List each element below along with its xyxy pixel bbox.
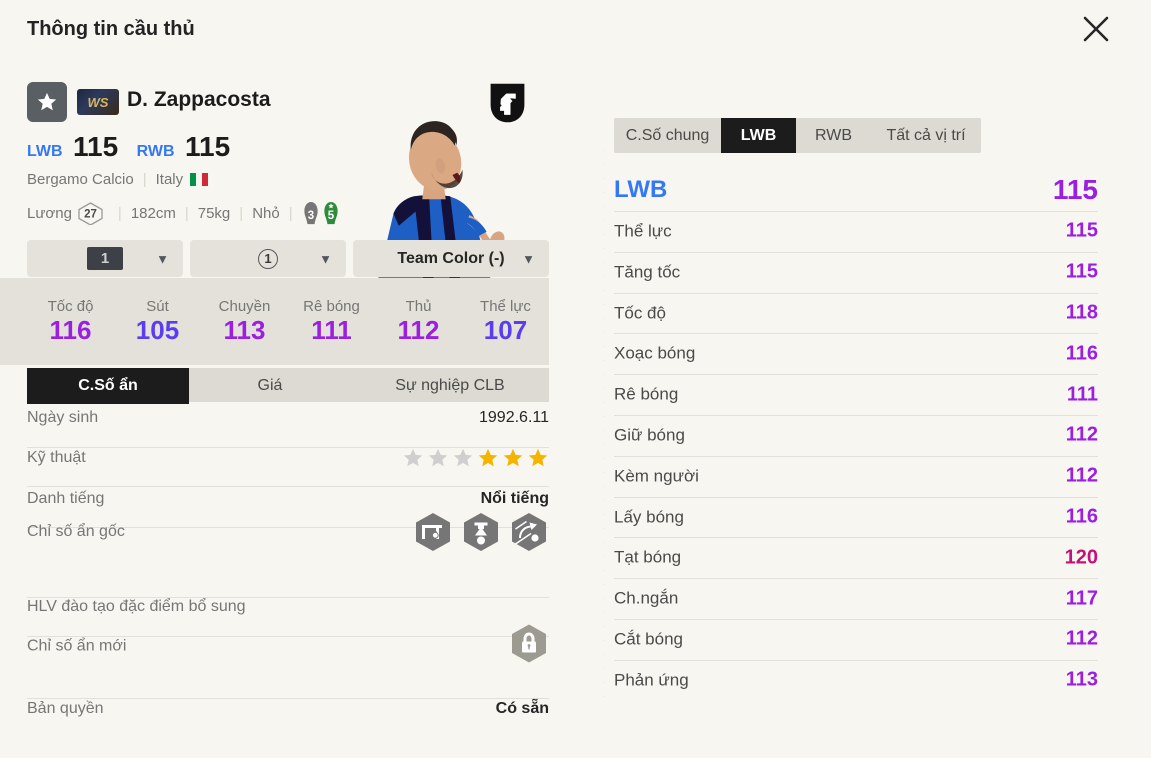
svg-text:27: 27	[84, 209, 97, 221]
svg-text:3: 3	[307, 210, 313, 222]
svg-text:5: 5	[327, 210, 334, 222]
